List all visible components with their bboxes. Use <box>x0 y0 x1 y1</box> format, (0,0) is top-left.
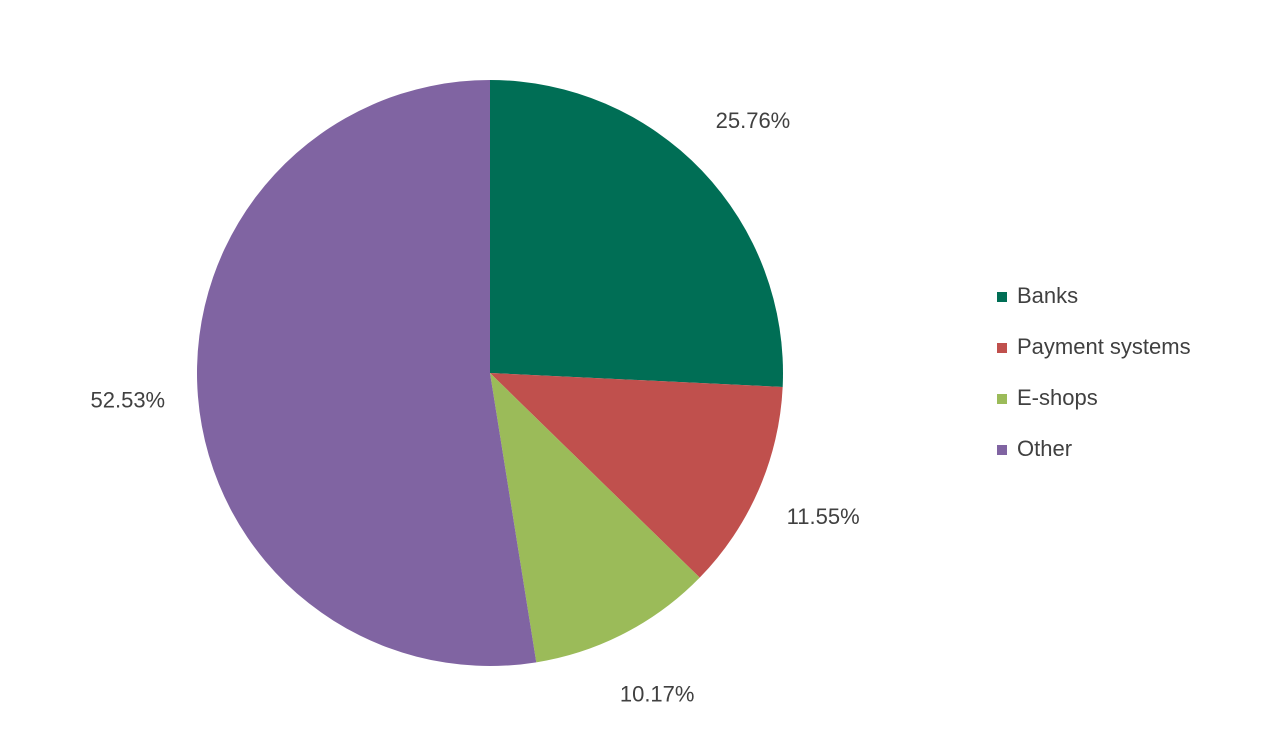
legend-label: Banks <box>1017 283 1078 308</box>
pie-slice <box>490 80 783 387</box>
data-label: 10.17% <box>620 681 695 706</box>
legend-marker <box>997 445 1007 455</box>
legend-label: Other <box>1017 436 1072 461</box>
legend-label: E-shops <box>1017 385 1098 410</box>
data-label: 52.53% <box>91 388 166 413</box>
data-label: 25.76% <box>716 108 791 133</box>
pie-slice <box>490 373 783 578</box>
legend-marker <box>997 292 1007 302</box>
legend-marker <box>997 343 1007 353</box>
pie-slice <box>196 80 537 667</box>
data-label: 11.55% <box>787 504 860 529</box>
pie-slice <box>490 373 700 663</box>
legend-label: Payment systems <box>1017 334 1191 359</box>
legend-marker <box>997 394 1007 404</box>
